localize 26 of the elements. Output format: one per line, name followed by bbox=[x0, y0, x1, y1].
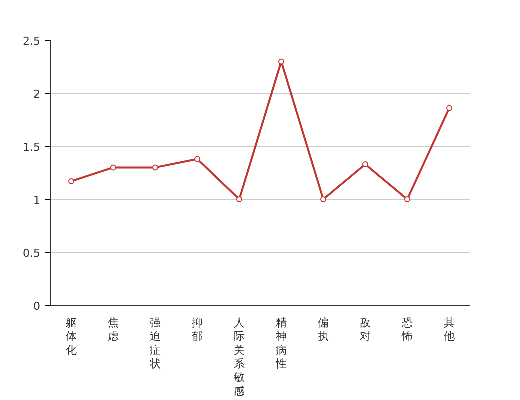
x-tick-label: 其他 bbox=[444, 316, 455, 344]
y-tick-label: 0 bbox=[34, 300, 40, 313]
x-tick-label: 人际关系敏感 bbox=[234, 316, 245, 398]
point bbox=[68, 178, 74, 184]
x-tick-label: 偏执 bbox=[318, 316, 329, 344]
y-tick-label: 0.5 bbox=[23, 247, 41, 260]
point bbox=[446, 105, 452, 112]
y-tick-label: 2 bbox=[34, 88, 40, 101]
x-tick-label: 抑郁 bbox=[192, 316, 203, 344]
point bbox=[236, 196, 242, 202]
point bbox=[152, 164, 158, 171]
point bbox=[404, 196, 410, 202]
y-tick-label: 2.5 bbox=[23, 35, 41, 48]
y-tick-label: 1 bbox=[34, 194, 40, 207]
point bbox=[110, 164, 116, 171]
x-tick-label: 敌对 bbox=[360, 316, 371, 344]
point bbox=[194, 156, 200, 162]
x-tick-label: 躯体化 bbox=[66, 316, 77, 357]
x-tick-label: 强迫症状 bbox=[149, 316, 161, 370]
x-tick-label: 精神病性 bbox=[275, 316, 287, 370]
x-tick-label: 焦虑 bbox=[108, 316, 119, 344]
point bbox=[320, 196, 326, 202]
x-tick-label: 恐怖 bbox=[401, 316, 413, 344]
point bbox=[362, 162, 368, 168]
y-tick-label: 1.5 bbox=[23, 141, 41, 154]
point bbox=[278, 58, 284, 65]
